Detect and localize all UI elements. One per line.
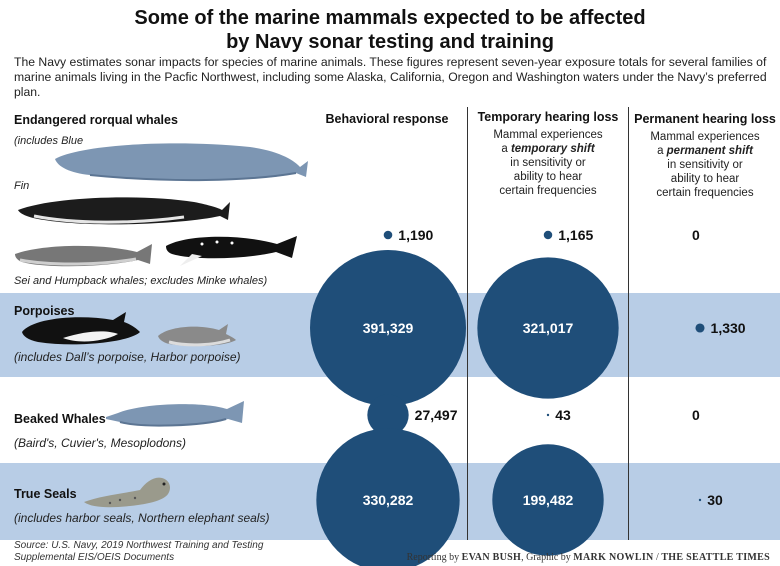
row-title-porpoises: Porpoises	[14, 304, 75, 318]
desc-a: a	[501, 143, 511, 155]
value-label-temporary-hearing-loss-endangered-rorqual-whales: 1,165	[558, 227, 593, 243]
harbor-seal-illustration	[84, 477, 170, 508]
credit-paper: THE SEATTLE TIMES	[661, 552, 770, 563]
bubble-behavioral-response-porpoises	[310, 250, 466, 406]
row-title-beaked: Beaked Whales	[14, 412, 106, 426]
row-sub-porpoises: (includes Dall’s porpoise, Harbor porpoi…	[14, 350, 241, 364]
bubble-permanent-hearing-loss-true-seals	[698, 498, 702, 502]
intro-text: The Navy estimates sonar impacts for spe…	[14, 55, 767, 99]
bubble-temporary-hearing-loss-true-seals	[492, 444, 604, 556]
row-title-seals: True Seals	[14, 487, 77, 501]
rorqual-note-blue: (includes Blue	[14, 135, 84, 147]
source-note: Source: U.S. Navy, 2019 Northwest Traini…	[14, 540, 263, 564]
rorqual-note-fin: Fin	[14, 180, 30, 192]
blue-whale-illustration	[55, 143, 308, 182]
beaked-whale-illustration	[106, 401, 244, 427]
desc-line: certain frequencies	[656, 187, 754, 199]
bubble-permanent-hearing-loss-porpoises	[695, 323, 705, 333]
desc-line: in sensitivity or	[510, 157, 586, 169]
value-label-permanent-hearing-loss-beaked-whales: 0	[692, 407, 700, 423]
rorqual-note-sei: Sei and Humpback whales; excludes Minke …	[14, 275, 268, 287]
row-title-rorqual: Endangered rorqual whales	[14, 113, 178, 127]
value-label-temporary-hearing-loss-true-seals: 199,482	[523, 492, 574, 508]
row-sub-seals: (includes harbor seals, Northern elephan…	[14, 511, 270, 525]
credit-pre: Reporting by	[406, 552, 462, 563]
bubble-behavioral-response-endangered-rorqual-whales	[383, 230, 393, 240]
desc-emphasis: permanent shift	[666, 145, 753, 157]
title-line-1: Some of the marine mammals expected to b…	[134, 7, 646, 29]
value-label-permanent-hearing-loss-true-seals: 30	[707, 492, 723, 508]
bubble-temporary-hearing-loss-beaked-whales	[546, 413, 550, 417]
credit-reporter: EVAN BUSH	[461, 552, 522, 563]
col-desc-temporary: Mammal experiences a temporary shift in …	[472, 128, 624, 198]
desc-line: a permanent shift	[631, 144, 779, 158]
col-desc-permanent: Mammal experiences a permanent shift in …	[631, 130, 779, 200]
dalls-porpoise-illustration	[22, 312, 140, 345]
value-label-permanent-hearing-loss-porpoises: 1,330	[711, 320, 746, 336]
chart-title: Some of the marine mammals expected to b…	[0, 6, 780, 54]
credit-line: Reporting by EVAN BUSH, Graphic by MARK …	[407, 552, 770, 563]
value-label-temporary-hearing-loss-porpoises: 321,017	[523, 320, 574, 336]
source-line-2: Supplemental EIS/OEIS Documents	[14, 552, 175, 563]
divider-left	[467, 107, 468, 540]
source-line-1: Source: U.S. Navy, 2019 Northwest Traini…	[14, 540, 264, 551]
divider-right	[628, 107, 629, 540]
title-line-2: by Navy sonar testing and training	[226, 31, 554, 53]
value-label-behavioral-response-true-seals: 330,282	[363, 492, 414, 508]
desc-line: Mammal experiences	[650, 131, 760, 143]
col-header-permanent: Permanent hearing loss	[634, 112, 776, 126]
credit-mid: , Graphic by	[521, 552, 574, 563]
fin-whale-illustration	[18, 197, 230, 225]
bubble-behavioral-response-true-seals	[316, 428, 460, 566]
desc-emphasis: temporary shift	[510, 143, 595, 155]
desc-line: ability to hear	[670, 173, 740, 185]
bubble-temporary-hearing-loss-porpoises	[477, 257, 619, 399]
bubble-behavioral-response-beaked-whales	[367, 394, 409, 436]
col-header-temporary: Temporary hearing loss	[477, 110, 619, 124]
desc-line: Mammal experiences	[493, 129, 603, 141]
credit-artist: MARK NOWLIN	[573, 552, 654, 563]
value-label-behavioral-response-porpoises: 391,329	[363, 320, 414, 336]
bubble-temporary-hearing-loss-endangered-rorqual-whales	[543, 230, 553, 240]
credit-sep: /	[653, 552, 662, 563]
value-label-behavioral-response-endangered-rorqual-whales: 1,190	[398, 227, 433, 243]
desc-line: in sensitivity or	[667, 159, 743, 171]
value-label-permanent-hearing-loss-endangered-rorqual-whales: 0	[692, 227, 700, 243]
sei-whale-illustration	[15, 244, 152, 267]
row-sub-beaked: (Baird's, Cuvier's, Mesoplodons)	[14, 436, 186, 450]
humpback-whale-illustration	[166, 236, 297, 266]
desc-line: a temporary shift	[472, 142, 624, 156]
col-header-behavioral: Behavioral response	[325, 112, 449, 126]
harbor-porpoise-illustration	[158, 324, 236, 347]
value-label-temporary-hearing-loss-beaked-whales: 43	[555, 407, 571, 423]
desc-line: certain frequencies	[499, 185, 597, 197]
value-label-behavioral-response-beaked-whales: 27,497	[415, 407, 458, 423]
desc-line: ability to hear	[513, 171, 583, 183]
desc-a: a	[657, 145, 667, 157]
